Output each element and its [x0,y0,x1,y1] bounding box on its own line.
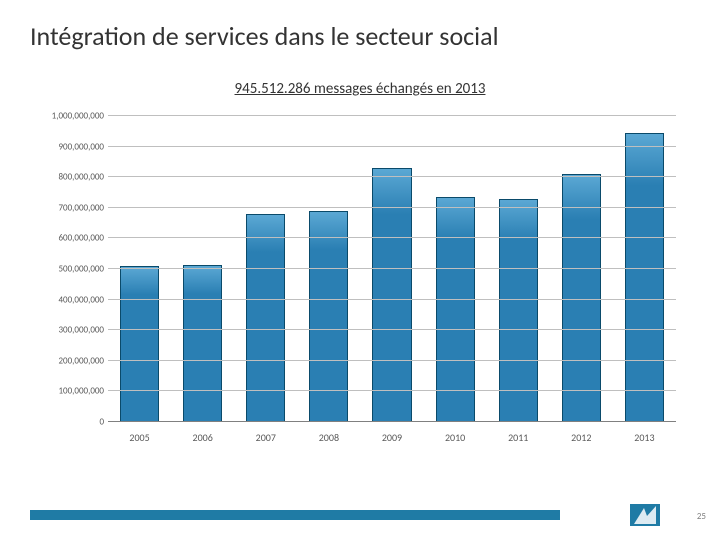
bars-container [108,116,676,422]
bar [499,199,538,422]
bar-slot [297,116,360,422]
bar-slot [171,116,234,422]
bar [436,197,475,422]
bar-slot [487,116,550,422]
x-axis-label: 2013 [613,426,676,446]
y-axis-label: 200,000,000 [58,355,104,366]
bar-slot [108,116,171,422]
bar [120,266,159,422]
slide: Intégration de services dans le secteur … [0,0,720,540]
gridline [108,146,676,147]
gridline [108,268,676,269]
gridline [108,207,676,208]
bar-slot [550,116,613,422]
x-axis-labels: 200520062007200820092010201120122013 [108,426,676,446]
gridline [108,237,676,238]
bar-chart: 200520062007200820092010201120122013 0 10… [40,116,680,446]
bar-slot [613,116,676,422]
gridline [108,390,676,391]
x-axis-label: 2005 [108,426,171,446]
gridline [108,329,676,330]
x-axis-line [108,421,676,422]
y-axis-label: 600,000,000 [58,233,104,244]
bar [183,265,222,422]
y-axis-label: 700,000,000 [58,202,104,213]
y-axis-label: 100,000,000 [58,386,104,397]
bar-slot [360,116,423,422]
y-axis-label: 500,000,000 [58,264,104,275]
page-number: 25 [697,511,706,522]
gridline [108,360,676,361]
y-axis-label: 1,000,000,000 [52,111,104,122]
x-axis-label: 2011 [487,426,550,446]
y-axis-label: 800,000,000 [58,172,104,183]
x-axis-label: 2009 [360,426,423,446]
x-axis-label: 2007 [234,426,297,446]
gridline [108,176,676,177]
x-axis-label: 2008 [297,426,360,446]
gridline [108,299,676,300]
x-axis-label: 2006 [171,426,234,446]
x-axis-label: 2012 [550,426,613,446]
gridline [108,115,676,116]
y-axis-label: 900,000,000 [58,141,104,152]
plot-area [108,116,676,422]
footer-accent-bar [30,510,560,520]
x-axis-label: 2010 [424,426,487,446]
bar-slot [234,116,297,422]
y-axis-label: 0 [99,417,104,428]
page-title: Intégration de services dans le secteur … [30,20,690,52]
footer-logo-icon [630,502,660,528]
chart-subtitle: 945.512.286 messages échangés en 2013 [30,80,690,98]
y-axis-label: 300,000,000 [58,325,104,336]
bar-slot [424,116,487,422]
y-axis-label: 400,000,000 [58,294,104,305]
